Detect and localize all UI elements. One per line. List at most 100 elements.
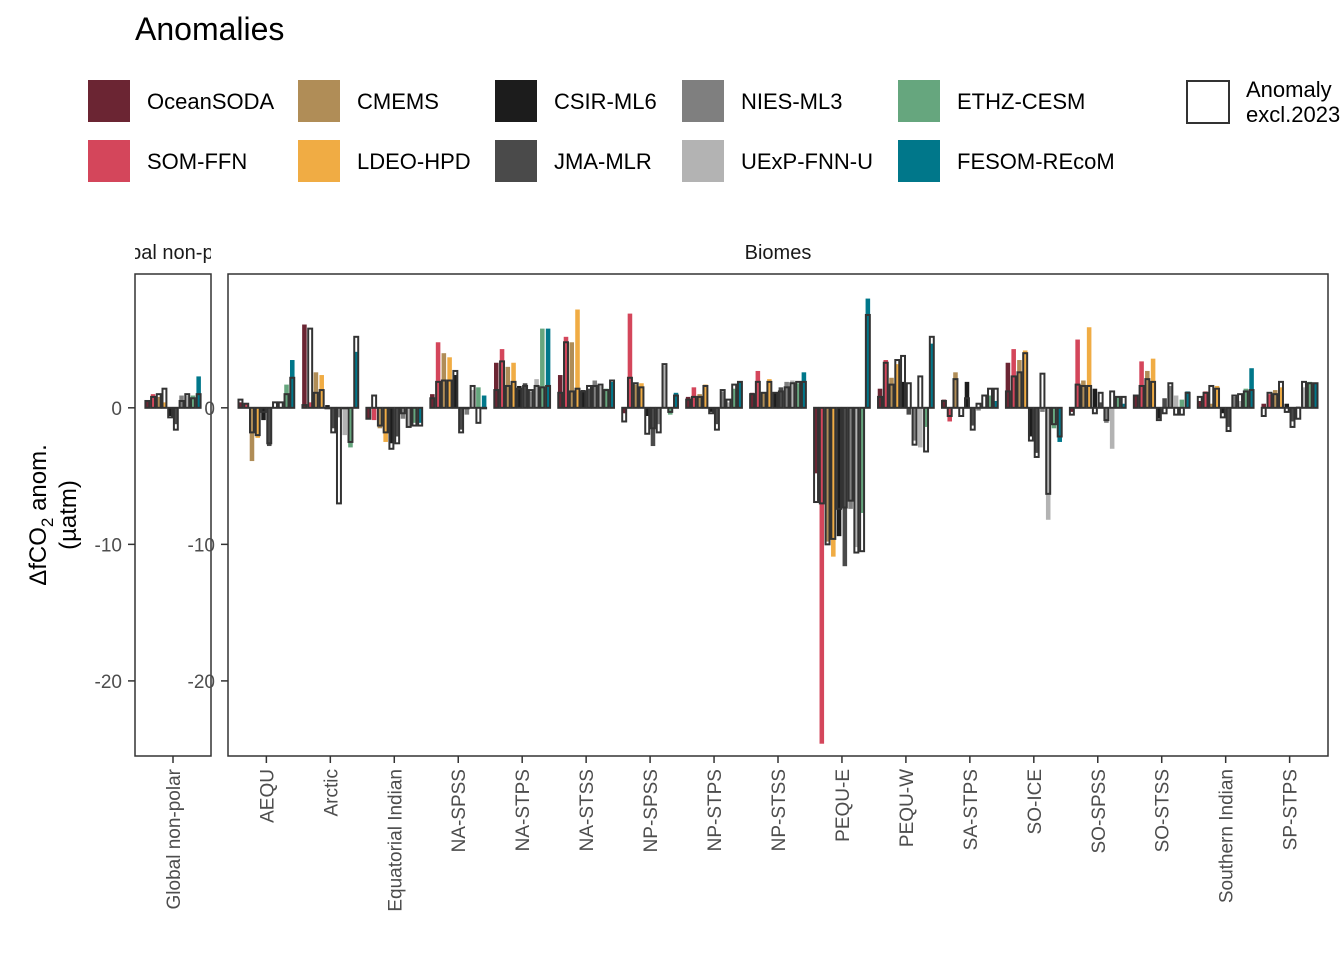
outline-bar-sa-stps-ldeo-hpd [958,406,965,418]
legend-label-jma-mlr: JMA-MLR [554,149,652,174]
outline-bar-so-spss-uexp-fnn-u [1109,390,1116,409]
outline-bar-na-stps-ldeo-hpd [510,380,517,409]
outline-bar-na-stss-ethz-cesm [603,389,610,409]
y-axis-title-main: ΔfCO [25,527,52,586]
bar-so-spss-oceansoda [1069,407,1075,412]
bar-pequ-e-nies-ml3 [848,407,853,509]
outline-bar-southern-indian-ldeo-hpd [1214,387,1221,409]
y-axis-title: ΔfCO2 anom. (µatm) [25,444,82,586]
legend-label-anomaly-line2: excl.2023 [1246,102,1340,127]
outline-bar-so-spss-fesom-recom [1120,395,1127,409]
outline-bar-aequ-csir-ml6 [260,406,267,413]
bar-so-stss-som-ffn [1139,361,1144,408]
outline-bar-southern-indian-oceansoda [1196,395,1203,409]
bar-arctic-oceansoda [302,324,307,408]
bar-pequ-w-ldeo-hpd [894,364,900,408]
outline-bar-sp-stps-uexp-fnn-u [1301,380,1307,409]
outline-bar-np-spss-nies-ml3 [655,406,662,434]
bar-southern-indian-csir-ml6 [1220,407,1226,414]
legend-key-cmems [298,80,340,122]
bar-na-stps-jma-mlr [522,383,528,408]
outline-bar-pequ-w-csir-ml6 [900,354,907,409]
bar-equatorial-indian-fesom-recom [417,407,423,423]
outline-bar-na-stps-oceansoda [493,389,500,409]
bar-sp-stps-uexp-fnn-u [1301,387,1307,408]
outline-bar-na-stss-som-ffn [563,341,569,409]
bar-global-non-polar-csir-ml6 [167,407,173,417]
bar-np-spss-cmems [633,384,638,408]
bar-pequ-e-csir-ml6 [836,407,842,537]
outline-bar-sa-stps-ethz-cesm [987,387,993,409]
bar-global-non-polar-som-ffn [150,394,156,408]
x-tick-label-sp-stps: SP-STPS [1281,769,1302,850]
outline-bar-na-spss-jma-mlr [458,406,465,434]
outline-bar-arctic-nies-ml3 [335,406,342,505]
bar-np-stps-fesom-recom [737,381,743,408]
bar-group-sa-stps [940,372,999,431]
bar-so-ice-som-ffn [1011,349,1016,408]
bar-pequ-e-ethz-cesm [859,407,865,513]
bar-group-arctic [301,324,360,505]
outline-bar-sp-stps-cmems [1272,393,1279,409]
bar-np-spss-jma-mlr [650,407,656,447]
outline-bar-arctic-uexp-fnn-u [341,406,348,410]
outline-bar-na-spss-som-ffn [435,380,442,409]
bar-group-na-stps [493,328,552,409]
bar-pequ-w-jma-mlr [906,407,912,415]
outline-bar-np-stps-csir-ml6 [708,406,715,415]
bar-aequ-jma-mlr [266,407,272,447]
bar-so-stss-ethz-cesm [1179,399,1185,408]
outline-bar-np-stss-ethz-cesm [795,380,802,409]
outline-bar-np-stps-cmems [696,395,703,409]
outline-bar-aequ-ldeo-hpd [254,406,261,437]
bar-pequ-w-cmems [889,377,894,408]
bar-so-spss-uexp-fnn-u [1109,407,1115,449]
outline-bar-so-spss-jma-mlr [1097,391,1104,409]
bar-pequ-w-fesom-recom [929,343,935,408]
bar-sa-stps-jma-mlr [970,407,976,426]
bar-so-stss-ldeo-hpd [1150,358,1156,408]
bar-aequ-ldeo-hpd [255,407,261,438]
x-tick-label-na-stss: NA-STSS [577,769,598,851]
bar-group-pequ-e [813,298,871,744]
outline-bar-arctic-csir-ml6 [324,406,331,410]
bar-na-stss-jma-mlr [586,388,592,408]
x-tick-label-np-stss: NP-STSS [769,769,790,851]
bar-np-stss-cmems [761,392,766,408]
outline-bar-so-ice-oceansoda [1004,390,1011,409]
outline-bar-arctic-oceansoda [301,404,308,409]
legend: OceanSODA SOM-FFN CMEMS LDEO-HPD CSIR-ML6 JMA… [88,77,1340,182]
outline-bar-global-non-polar-fesom-recom [195,393,202,409]
legend-key-uexp-fnn-u [682,140,724,182]
outline-bar-aequ-ethz-cesm [283,393,290,409]
outline-bar-so-stss-cmems [1144,378,1151,409]
bar-na-stps-uexp-fnn-u [534,379,539,408]
outline-bar-southern-indian-nies-ml3 [1231,394,1238,409]
bar-na-stps-nies-ml3 [528,391,534,408]
bar-sp-stps-fesom-recom [1313,383,1318,408]
legend-key-ldeo-hpd [298,140,340,182]
legend-label-oceansoda: OceanSODA [147,89,274,114]
bar-pequ-e-ldeo-hpd [831,407,836,557]
outline-bar-pequ-e-fesom-recom [864,313,871,409]
x-tick-label-na-stps: NA-STPS [513,769,534,851]
bar-so-spss-nies-ml3 [1104,407,1109,423]
bar-na-spss-som-ffn [435,342,441,408]
bar-so-ice-oceansoda [1005,362,1011,408]
bar-equatorial-indian-jma-mlr [394,407,400,437]
bar-group-na-spss [429,342,488,434]
outline-bar-pequ-w-nies-ml3 [911,406,918,446]
outline-bar-na-stss-ldeo-hpd [574,387,581,409]
bar-arctic-ethz-cesm [348,407,353,448]
bar-na-stps-csir-ml6 [517,385,522,408]
bar-global-non-polar-ethz-cesm [190,395,196,408]
outline-bar-sp-stps-fesom-recom [1312,382,1319,409]
outline-bar-na-stss-oceansoda [557,391,564,409]
y-tick-label-2: -20 [95,672,122,693]
bar-southern-indian-fesom-recom [1249,368,1254,408]
outline-bar-so-spss-ldeo-hpd [1086,384,1093,409]
outline-bar-pequ-w-oceansoda [877,395,883,409]
outline-bar-sp-stps-ldeo-hpd [1278,380,1284,409]
bar-np-stps-oceansoda [685,396,691,408]
outline-bar-so-spss-csir-ml6 [1091,406,1098,415]
